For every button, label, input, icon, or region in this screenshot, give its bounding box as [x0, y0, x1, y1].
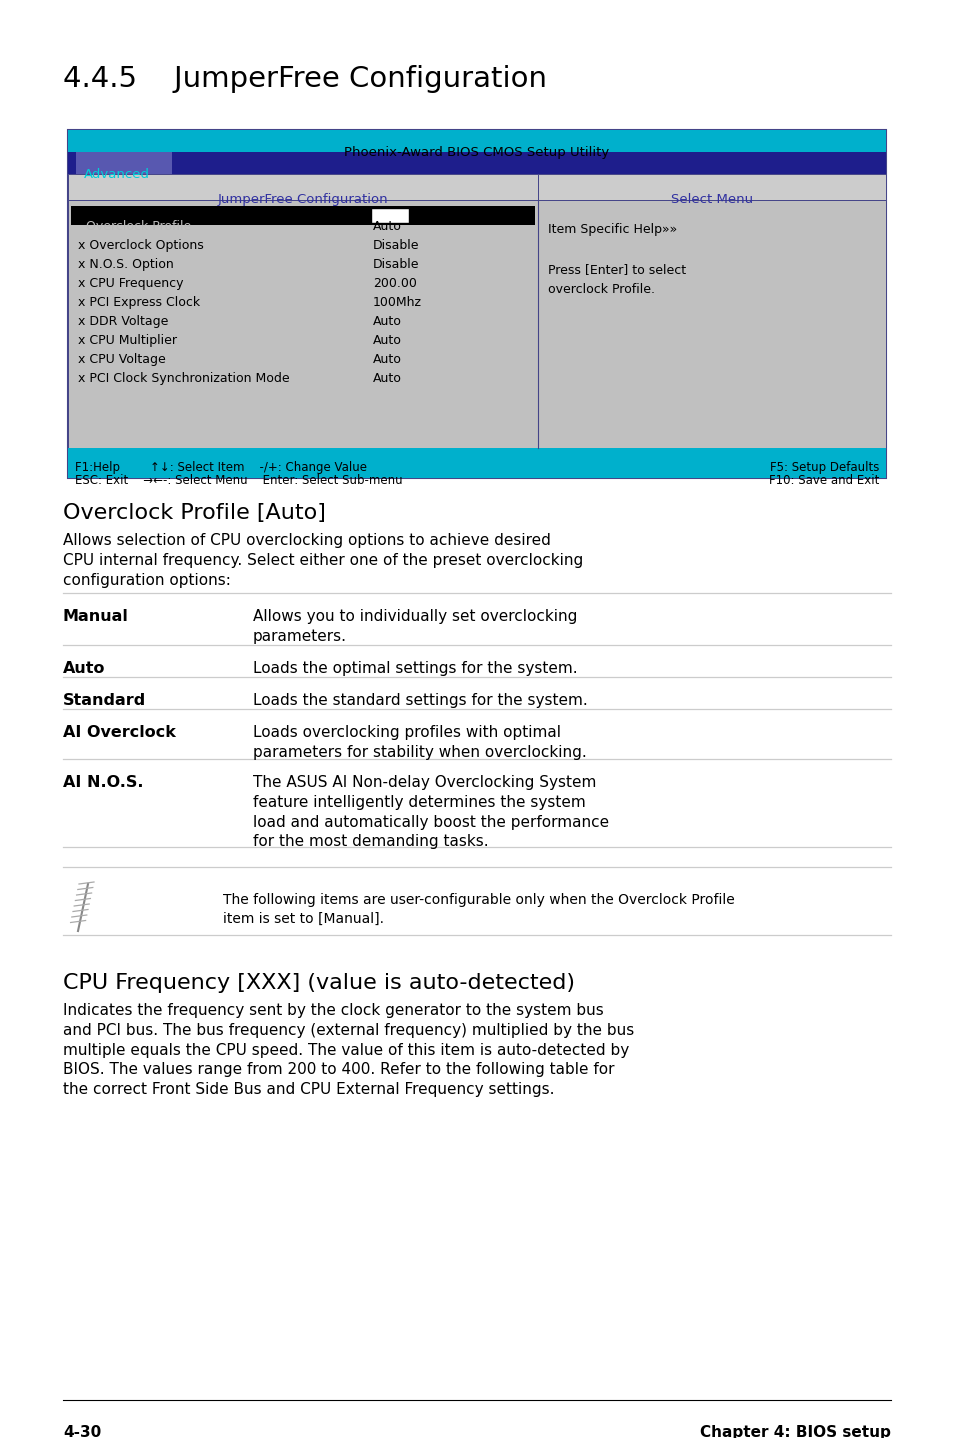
- Text: Auto: Auto: [373, 334, 401, 347]
- Text: The following items are user-configurable only when the Overclock Profile
item i: The following items are user-configurabl…: [223, 893, 734, 926]
- Text: Select Menu: Select Menu: [670, 193, 752, 206]
- Bar: [68, 152, 885, 174]
- Text: x CPU Frequency: x CPU Frequency: [78, 278, 183, 290]
- Bar: [68, 174, 537, 200]
- Text: x PCI Express Clock: x PCI Express Clock: [78, 296, 200, 309]
- Text: CPU Frequency [XXX] (value is auto-detected): CPU Frequency [XXX] (value is auto-detec…: [63, 974, 575, 994]
- Text: Loads the standard settings for the system.: Loads the standard settings for the syst…: [253, 693, 587, 707]
- Text: Item Specific Help»»: Item Specific Help»»: [547, 223, 677, 236]
- Text: Phoenix-Award BIOS CMOS Setup Utility: Phoenix-Award BIOS CMOS Setup Utility: [344, 147, 609, 160]
- Text: Allows selection of CPU overclocking options to achieve desired
CPU internal fre: Allows selection of CPU overclocking opt…: [63, 533, 582, 588]
- Text: x DDR Voltage: x DDR Voltage: [78, 315, 168, 328]
- Text: 100Mhz: 100Mhz: [373, 296, 421, 309]
- Text: Auto: Auto: [373, 220, 401, 233]
- Text: Auto: Auto: [63, 661, 106, 676]
- Text: Auto: Auto: [373, 352, 401, 367]
- Text: Loads overclocking profiles with optimal
parameters for stability when overclock: Loads overclocking profiles with optimal…: [253, 725, 586, 759]
- Text: 200.00: 200.00: [373, 278, 416, 290]
- Text: x Overclock Options: x Overclock Options: [78, 239, 204, 252]
- Text: F5: Setup Defaults: F5: Setup Defaults: [769, 462, 878, 475]
- Text: x CPU Voltage: x CPU Voltage: [78, 352, 166, 367]
- Text: x CPU Multiplier: x CPU Multiplier: [78, 334, 177, 347]
- Text: Overclock Profile [Auto]: Overclock Profile [Auto]: [63, 503, 326, 523]
- Text: 4-30: 4-30: [63, 1425, 101, 1438]
- Bar: [76, 152, 172, 174]
- Text: Overclock Profile: Overclock Profile: [78, 220, 191, 233]
- Text: Loads the optimal settings for the system.: Loads the optimal settings for the syste…: [253, 661, 577, 676]
- Text: Allows you to individually set overclocking
parameters.: Allows you to individually set overclock…: [253, 610, 577, 644]
- Bar: [371, 209, 409, 223]
- Text: AI N.O.S.: AI N.O.S.: [63, 775, 143, 789]
- Text: Disable: Disable: [373, 257, 419, 270]
- Text: JumperFree Configuration: JumperFree Configuration: [217, 193, 388, 206]
- Text: Auto: Auto: [373, 315, 401, 328]
- Bar: [68, 200, 537, 449]
- Bar: [68, 129, 885, 152]
- Text: Manual: Manual: [63, 610, 129, 624]
- Text: Chapter 4: BIOS setup: Chapter 4: BIOS setup: [700, 1425, 890, 1438]
- Text: x N.O.S. Option: x N.O.S. Option: [78, 257, 173, 270]
- Text: 4.4.5    JumperFree Configuration: 4.4.5 JumperFree Configuration: [63, 65, 546, 93]
- Text: F10: Save and Exit: F10: Save and Exit: [768, 475, 878, 487]
- Text: Indicates the frequency sent by the clock generator to the system bus
and PCI bu: Indicates the frequency sent by the cloc…: [63, 1002, 634, 1097]
- Text: overclock Profile.: overclock Profile.: [547, 283, 655, 296]
- Bar: [537, 174, 885, 200]
- Text: AI Overclock: AI Overclock: [63, 725, 175, 741]
- Text: Auto: Auto: [373, 372, 401, 385]
- Text: x PCI Clock Synchronization Mode: x PCI Clock Synchronization Mode: [78, 372, 290, 385]
- Text: Press [Enter] to select: Press [Enter] to select: [547, 263, 685, 276]
- Bar: [71, 206, 535, 224]
- Text: The ASUS AI Non-delay Overclocking System
feature intelligently determines the s: The ASUS AI Non-delay Overclocking Syste…: [253, 775, 608, 850]
- Text: Advanced: Advanced: [84, 168, 150, 181]
- Text: Disable: Disable: [373, 239, 419, 252]
- Bar: [68, 449, 885, 477]
- Text: Standard: Standard: [63, 693, 146, 707]
- Bar: [537, 200, 885, 449]
- Text: ESC: Exit    →←-: Select Menu    Enter: Select Sub-menu: ESC: Exit →←-: Select Menu Enter: Select…: [75, 475, 402, 487]
- Bar: [68, 129, 885, 477]
- Text: F1:Help        ↑↓: Select Item    -/+: Change Value: F1:Help ↑↓: Select Item -/+: Change Valu…: [75, 462, 367, 475]
